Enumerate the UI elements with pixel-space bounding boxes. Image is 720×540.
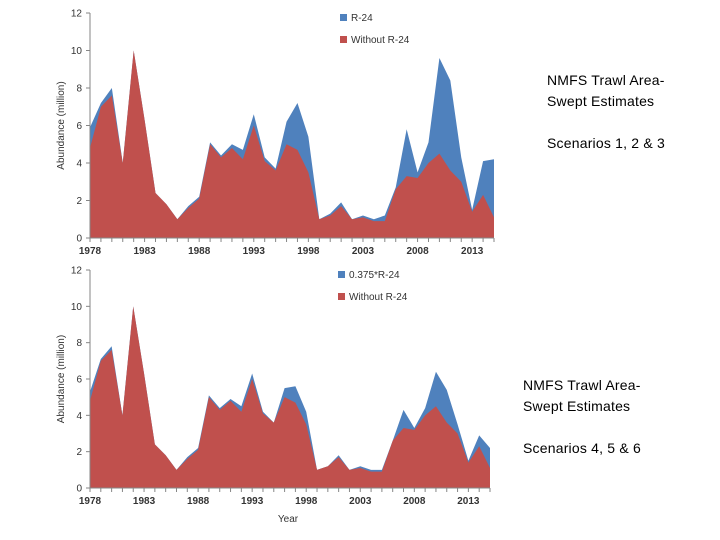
chart-top: 0 2 4 6 8 10 12 1978 1983 1988 1993 1998 2003 2008 201…	[56, 9, 495, 257]
chart-1-x-tick-label: 1978	[79, 496, 102, 507]
annotation-top-line3: Scenarios 1, 2 & 3	[547, 135, 665, 151]
chart-0-y-tick-label: 2	[76, 196, 82, 207]
chart-0-legend-label: Without R-24	[351, 35, 410, 46]
chart-0-y-tick-label: 6	[76, 121, 82, 132]
chart-bottom: 0 2 4 6 8 10 12 1978 1983 1988 1993 1998 2003 2008 201…	[56, 266, 491, 525]
chart-1-y-tick-label: 2	[76, 447, 82, 458]
chart-1-x-tick-label: 1998	[295, 496, 318, 507]
chart-1-y-tick-label: 8	[76, 338, 82, 349]
chart-1-x-axis-title: Year	[278, 514, 299, 525]
chart-0-legend-swatch	[340, 36, 347, 43]
chart-1-y-tick-label: 0	[76, 484, 82, 495]
chart-0-x-tick-label: 1998	[297, 246, 320, 257]
chart-0-y-tick-label: 10	[71, 46, 83, 57]
chart-0-y-tick-label: 12	[71, 9, 83, 20]
chart-1-legend-label: 0.375*R-24	[349, 270, 400, 281]
chart-1-x-tick-label: 1983	[133, 496, 156, 507]
annotation-top: NMFS Trawl Area- Swept Estimates Scenari…	[547, 70, 665, 154]
chart-0-y-tick-label: 0	[76, 234, 82, 245]
chart-1-x-tick-label: 2008	[403, 496, 426, 507]
annotation-bottom-line3: Scenarios 4, 5 & 6	[523, 440, 641, 456]
chart-0-series-0-area	[90, 50, 494, 238]
chart-1-legend-label: Without R-24	[349, 292, 408, 303]
chart-0-x-tick-label: 1993	[243, 246, 266, 257]
chart-1-series-1-area	[90, 306, 490, 488]
chart-1-x-tick-label: 2013	[457, 496, 480, 507]
annotation-top-line2: Swept Estimates	[547, 93, 655, 109]
chart-1-y-tick-label: 6	[76, 375, 82, 386]
annotation-bottom-line1: NMFS Trawl Area-	[523, 377, 641, 393]
chart-0-x-tick-label: 2008	[406, 246, 429, 257]
chart-0-y-tick-label: 4	[76, 159, 82, 170]
chart-0-x-tick-label: 2013	[461, 246, 484, 257]
chart-0-series-1-area	[90, 50, 494, 238]
chart-0-x-tick-label: 1983	[133, 246, 156, 257]
chart-1-y-tick-label: 4	[76, 411, 82, 422]
chart-0-x-tick-label: 1988	[188, 246, 211, 257]
annotation-bottom: NMFS Trawl Area- Swept Estimates Scenari…	[523, 375, 641, 459]
chart-0-y-tick-label: 8	[76, 84, 82, 95]
annotation-top-line1: NMFS Trawl Area-	[547, 72, 665, 88]
chart-1-x-tick-label: 1993	[241, 496, 264, 507]
annotation-bottom-line2: Swept Estimates	[523, 398, 631, 414]
chart-0-legend-label: R-24	[351, 13, 373, 24]
chart-0-x-tick-label: 2003	[352, 246, 375, 257]
chart-1-y-tick-label: 12	[71, 266, 83, 277]
chart-1-x-tick-label: 1988	[187, 496, 210, 507]
chart-0-legend-swatch	[340, 14, 347, 21]
chart-0-x-tick-label: 1978	[79, 246, 102, 257]
chart-1-y-axis-title: Abundance (million)	[56, 335, 67, 423]
chart-1-legend-swatch	[338, 293, 345, 300]
chart-1-legend-swatch	[338, 271, 345, 278]
chart-1-x-tick-label: 2003	[349, 496, 372, 507]
chart-0-y-axis-title: Abundance (million)	[56, 81, 67, 169]
chart-1-series-0-area	[90, 306, 490, 488]
chart-1-y-tick-label: 10	[71, 302, 83, 313]
